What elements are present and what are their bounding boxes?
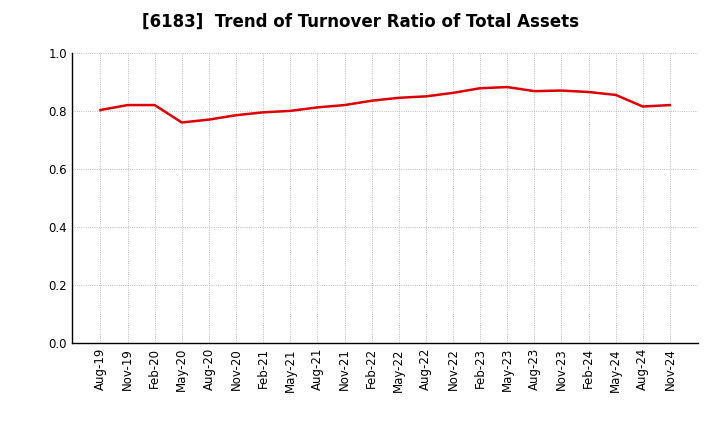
Text: [6183]  Trend of Turnover Ratio of Total Assets: [6183] Trend of Turnover Ratio of Total … xyxy=(142,13,578,31)
